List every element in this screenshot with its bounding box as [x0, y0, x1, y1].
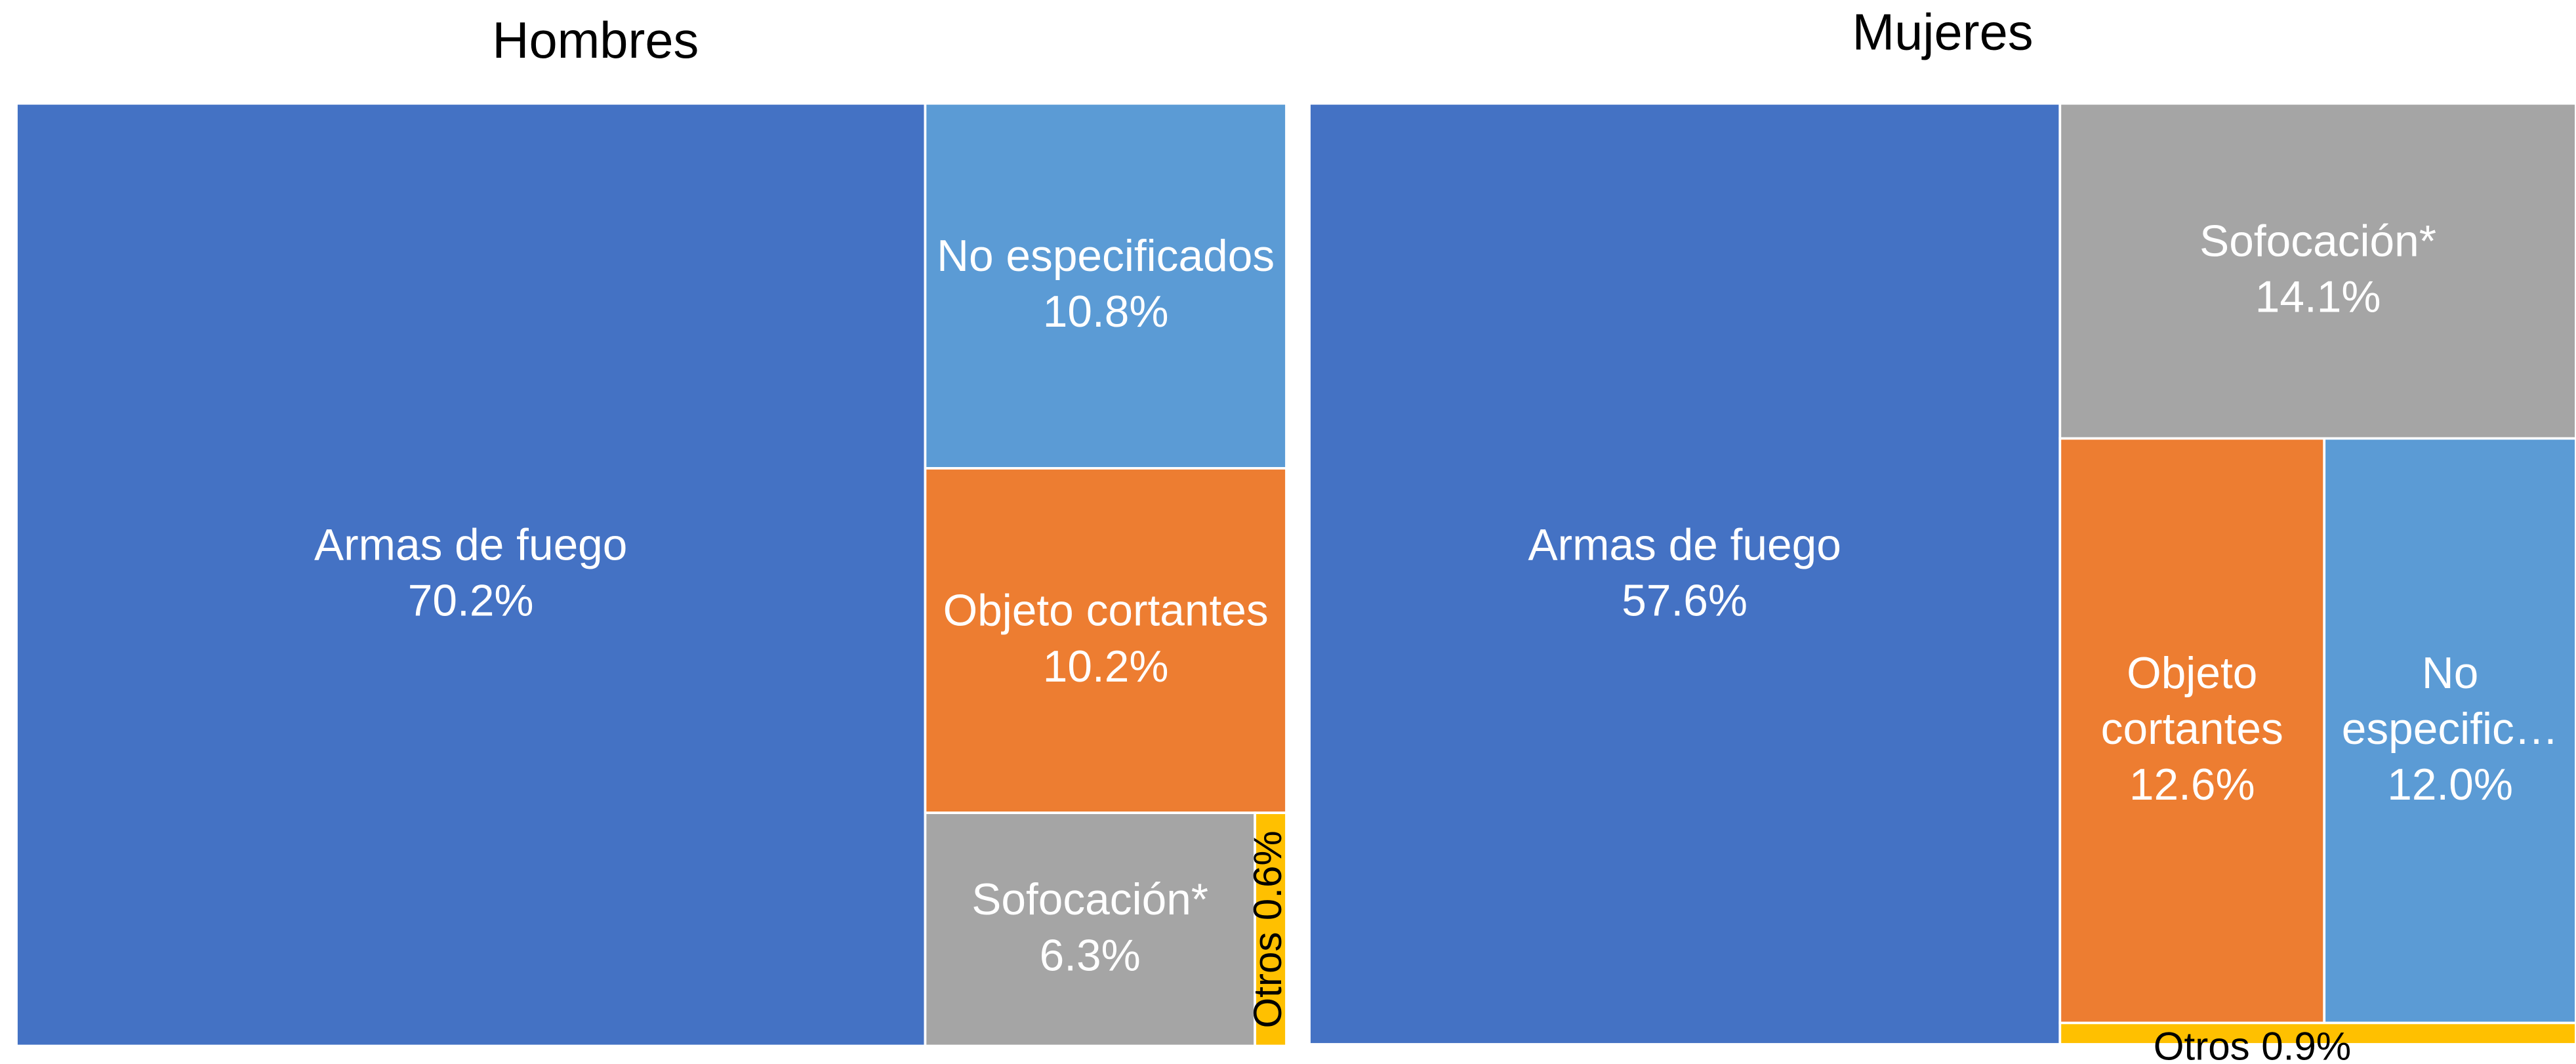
treemap-tile	[1254, 811, 1288, 1048]
treemap-tile	[924, 102, 1288, 470]
tile-label: Objeto cortantes 12.6%	[2060, 438, 2324, 1023]
tile-label: Otros 0.9%	[2154, 1024, 2351, 1064]
tile-label-box: Sofocación*14.1%	[2060, 104, 2576, 439]
tile-label: Otros 0.6%	[1246, 830, 1290, 1028]
tile-label-box: No especific… 12.0%	[2324, 438, 2576, 1023]
value-label: 0.6%	[1246, 830, 1290, 920]
treemap-tile	[15, 102, 927, 1048]
category-label: No especificados	[937, 232, 1275, 281]
category-label: Sofocación*	[2199, 217, 2437, 267]
tile-label: Sofocación* 6.3%	[925, 813, 1255, 1046]
tile-label: No especific… 12.0%	[2324, 438, 2576, 1023]
treemap-tile	[2323, 437, 2576, 1025]
value-label: 12.6%	[2129, 760, 2255, 809]
tile-label: Objeto cortantes 10.2%	[925, 468, 1286, 813]
chart-title: Mujeres	[1852, 5, 2033, 61]
category-label: Objeto cortantes	[943, 586, 1269, 636]
category-label: Armas de fuego	[314, 521, 628, 571]
treemap-tile	[2058, 102, 2576, 440]
tile-label: Armas de fuego 57.6%	[1309, 104, 2060, 1044]
tile-label: No especificados 10.8%	[925, 104, 1286, 468]
treemap-tile	[924, 811, 1256, 1048]
tile-label-box: Armas de fuego 57.6%	[1309, 104, 2060, 1044]
tile-label-box: Objeto cortantes 12.6%	[2060, 438, 2324, 1023]
tile-label-box: Sofocación* 6.3%	[925, 813, 1255, 1046]
tile-label: Sofocación* 14.1%	[2060, 104, 2576, 439]
value-label: 57.6%	[1622, 575, 1748, 625]
category-label: Otros	[1246, 932, 1290, 1029]
treemap-tile	[1308, 102, 2062, 1046]
value-label: 70.2%	[407, 576, 534, 626]
value-label: 10.2%	[1042, 642, 1169, 692]
category-label: Sofocación*	[971, 875, 1209, 925]
tile-label-box: Objeto cortantes 10.2%	[925, 468, 1286, 813]
tile-label: Armas de fuego 70.2%	[16, 104, 925, 1046]
value-label: 14.1%	[2255, 272, 2381, 322]
tile-label-box: No especificados 10.8%	[925, 104, 1286, 468]
value-label: 10.8%	[1042, 287, 1169, 337]
value-label: 6.3%	[1039, 931, 1141, 981]
value-label: 12.0%	[2387, 760, 2513, 809]
treemap-tile	[924, 466, 1288, 815]
category-label: Objeto cortantes	[2100, 649, 2283, 754]
category-label: No especific…	[2341, 649, 2559, 754]
treemap-tile	[2058, 437, 2326, 1025]
category-label: Otros	[2154, 1024, 2250, 1064]
category-label: Armas de fuego	[1528, 520, 1841, 569]
chart-title: Hombres	[492, 12, 699, 69]
treemap-tile	[2058, 1021, 2576, 1046]
value-label: 0.9%	[2261, 1024, 2351, 1064]
